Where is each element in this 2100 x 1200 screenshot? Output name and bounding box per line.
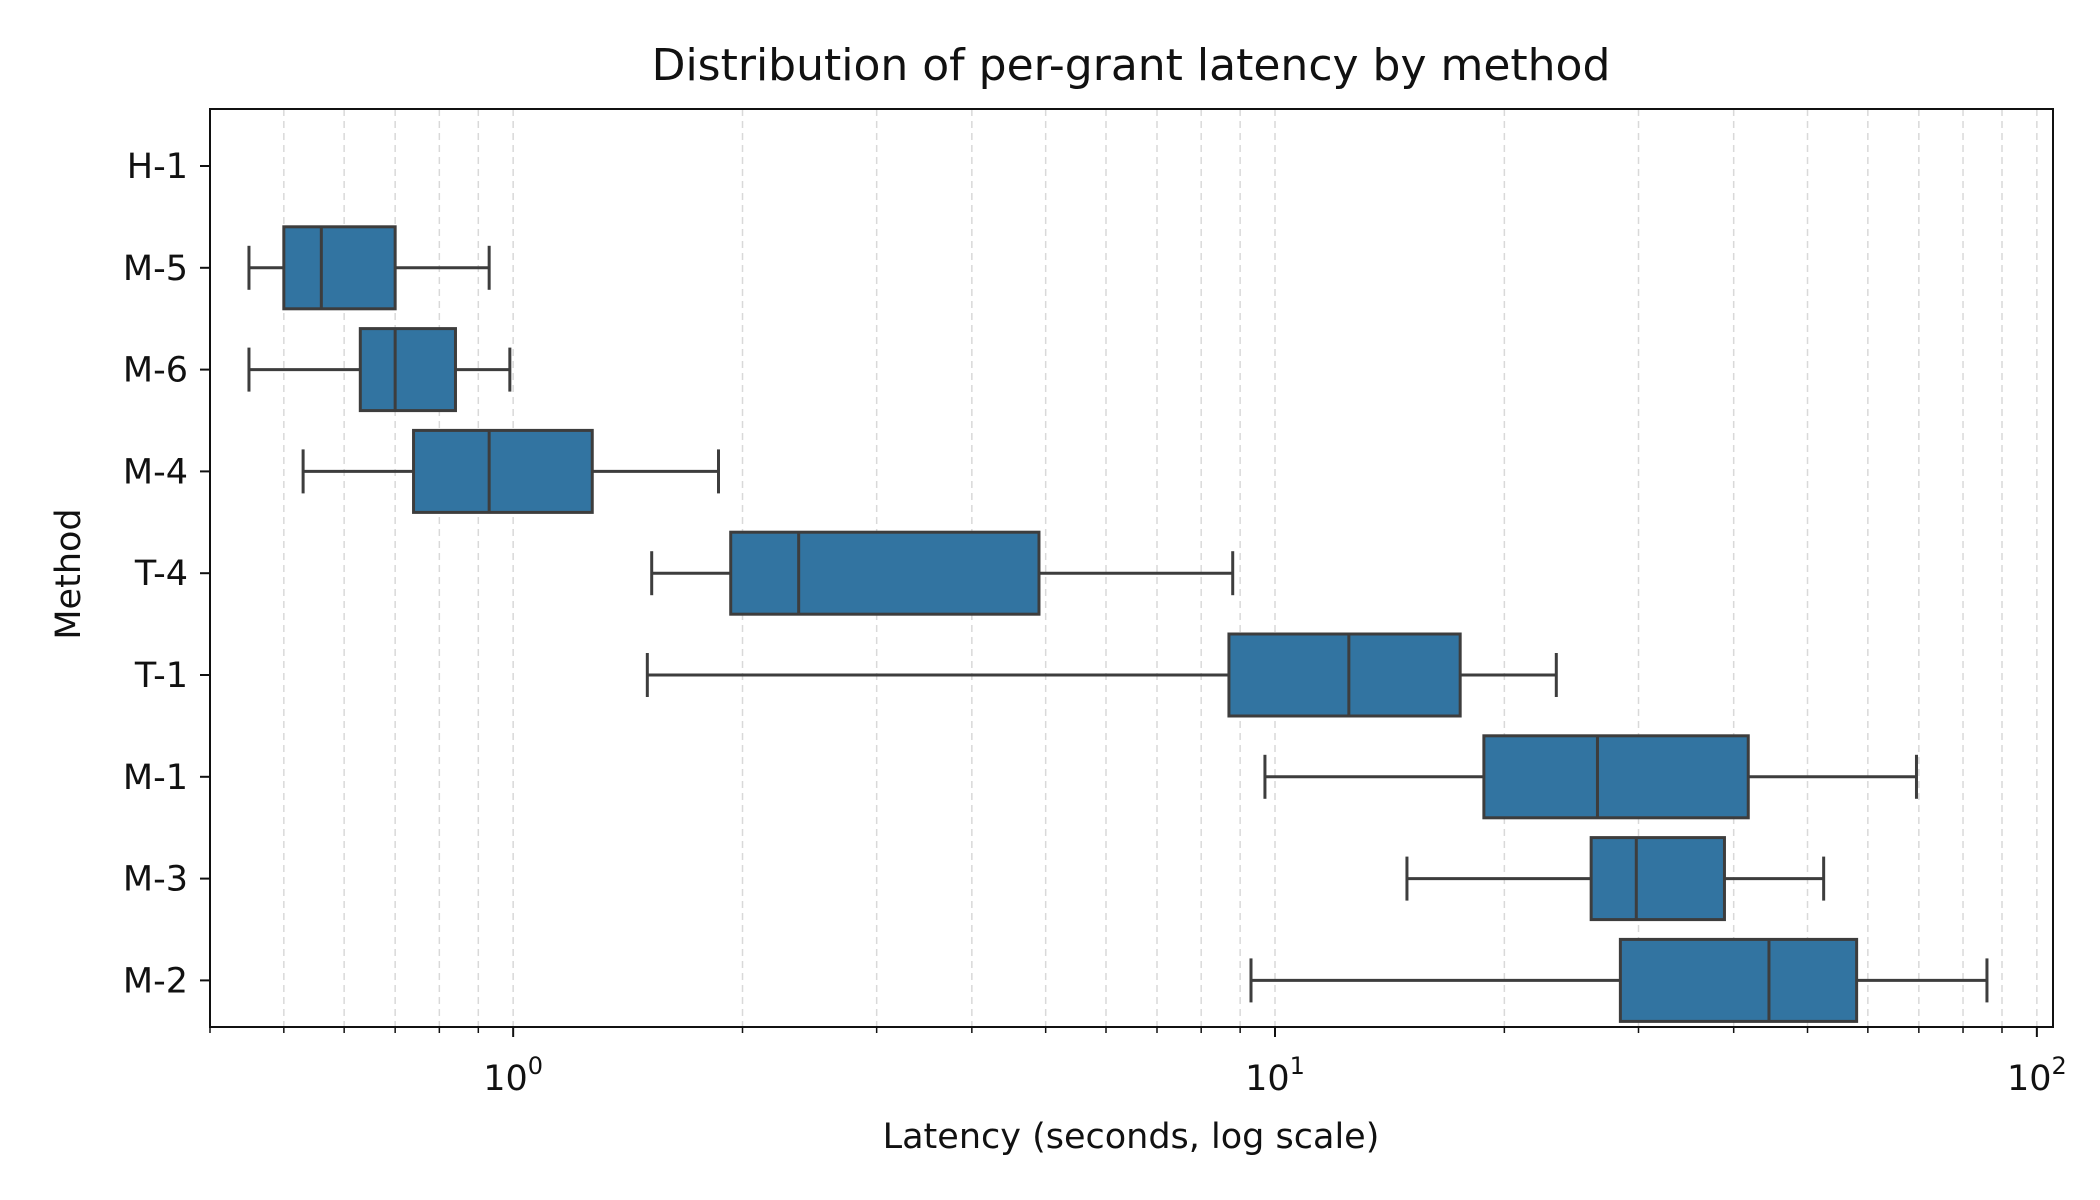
box-t-4: [650, 530, 1235, 616]
box-m-6: [247, 327, 512, 413]
box-t-1: [645, 632, 1558, 718]
iqr-box: [1227, 632, 1462, 718]
boxes-layer: [247, 225, 1989, 1023]
y-tick-label: T-1: [134, 656, 188, 696]
box-m-4: [301, 428, 720, 514]
box-m-3: [1405, 836, 1826, 922]
box-m-5: [247, 225, 491, 311]
x-tick-label: 100: [483, 1052, 543, 1099]
y-axis-label: Method: [49, 508, 89, 639]
iqr-box: [282, 225, 397, 311]
iqr-box: [1589, 836, 1726, 922]
y-tick-label: M-2: [123, 961, 188, 1001]
box-m-1: [1263, 734, 1918, 820]
y-axis-ticks: H-1 M-5 M-6 M-4 T-4 T-1 M-1 M-3 M-2: [123, 147, 210, 1001]
x-axis-label: Latency (seconds, log scale): [883, 1117, 1380, 1157]
y-tick-label: T-4: [134, 554, 188, 594]
y-tick-label: M-1: [123, 758, 188, 798]
y-tick-label: M-3: [123, 860, 188, 900]
y-tick-label: M-6: [123, 351, 188, 391]
iqr-box: [1482, 734, 1750, 820]
plot-area-frame: [209, 108, 2054, 1028]
iqr-box: [358, 327, 457, 413]
y-tick-label: M-5: [123, 249, 188, 289]
y-tick-label: M-4: [123, 452, 188, 492]
box-m-2: [1249, 937, 1989, 1023]
iqr-box: [412, 428, 594, 514]
x-axis-ticks: 100 101 102: [209, 1027, 2067, 1099]
chart-title: Distribution of per-grant latency by met…: [652, 40, 1611, 91]
iqr-box: [729, 530, 1041, 616]
x-tick-label: 101: [1245, 1052, 1305, 1099]
y-tick-label: H-1: [127, 147, 188, 187]
iqr-box: [1618, 937, 1859, 1023]
x-tick-label: 102: [2007, 1052, 2067, 1099]
